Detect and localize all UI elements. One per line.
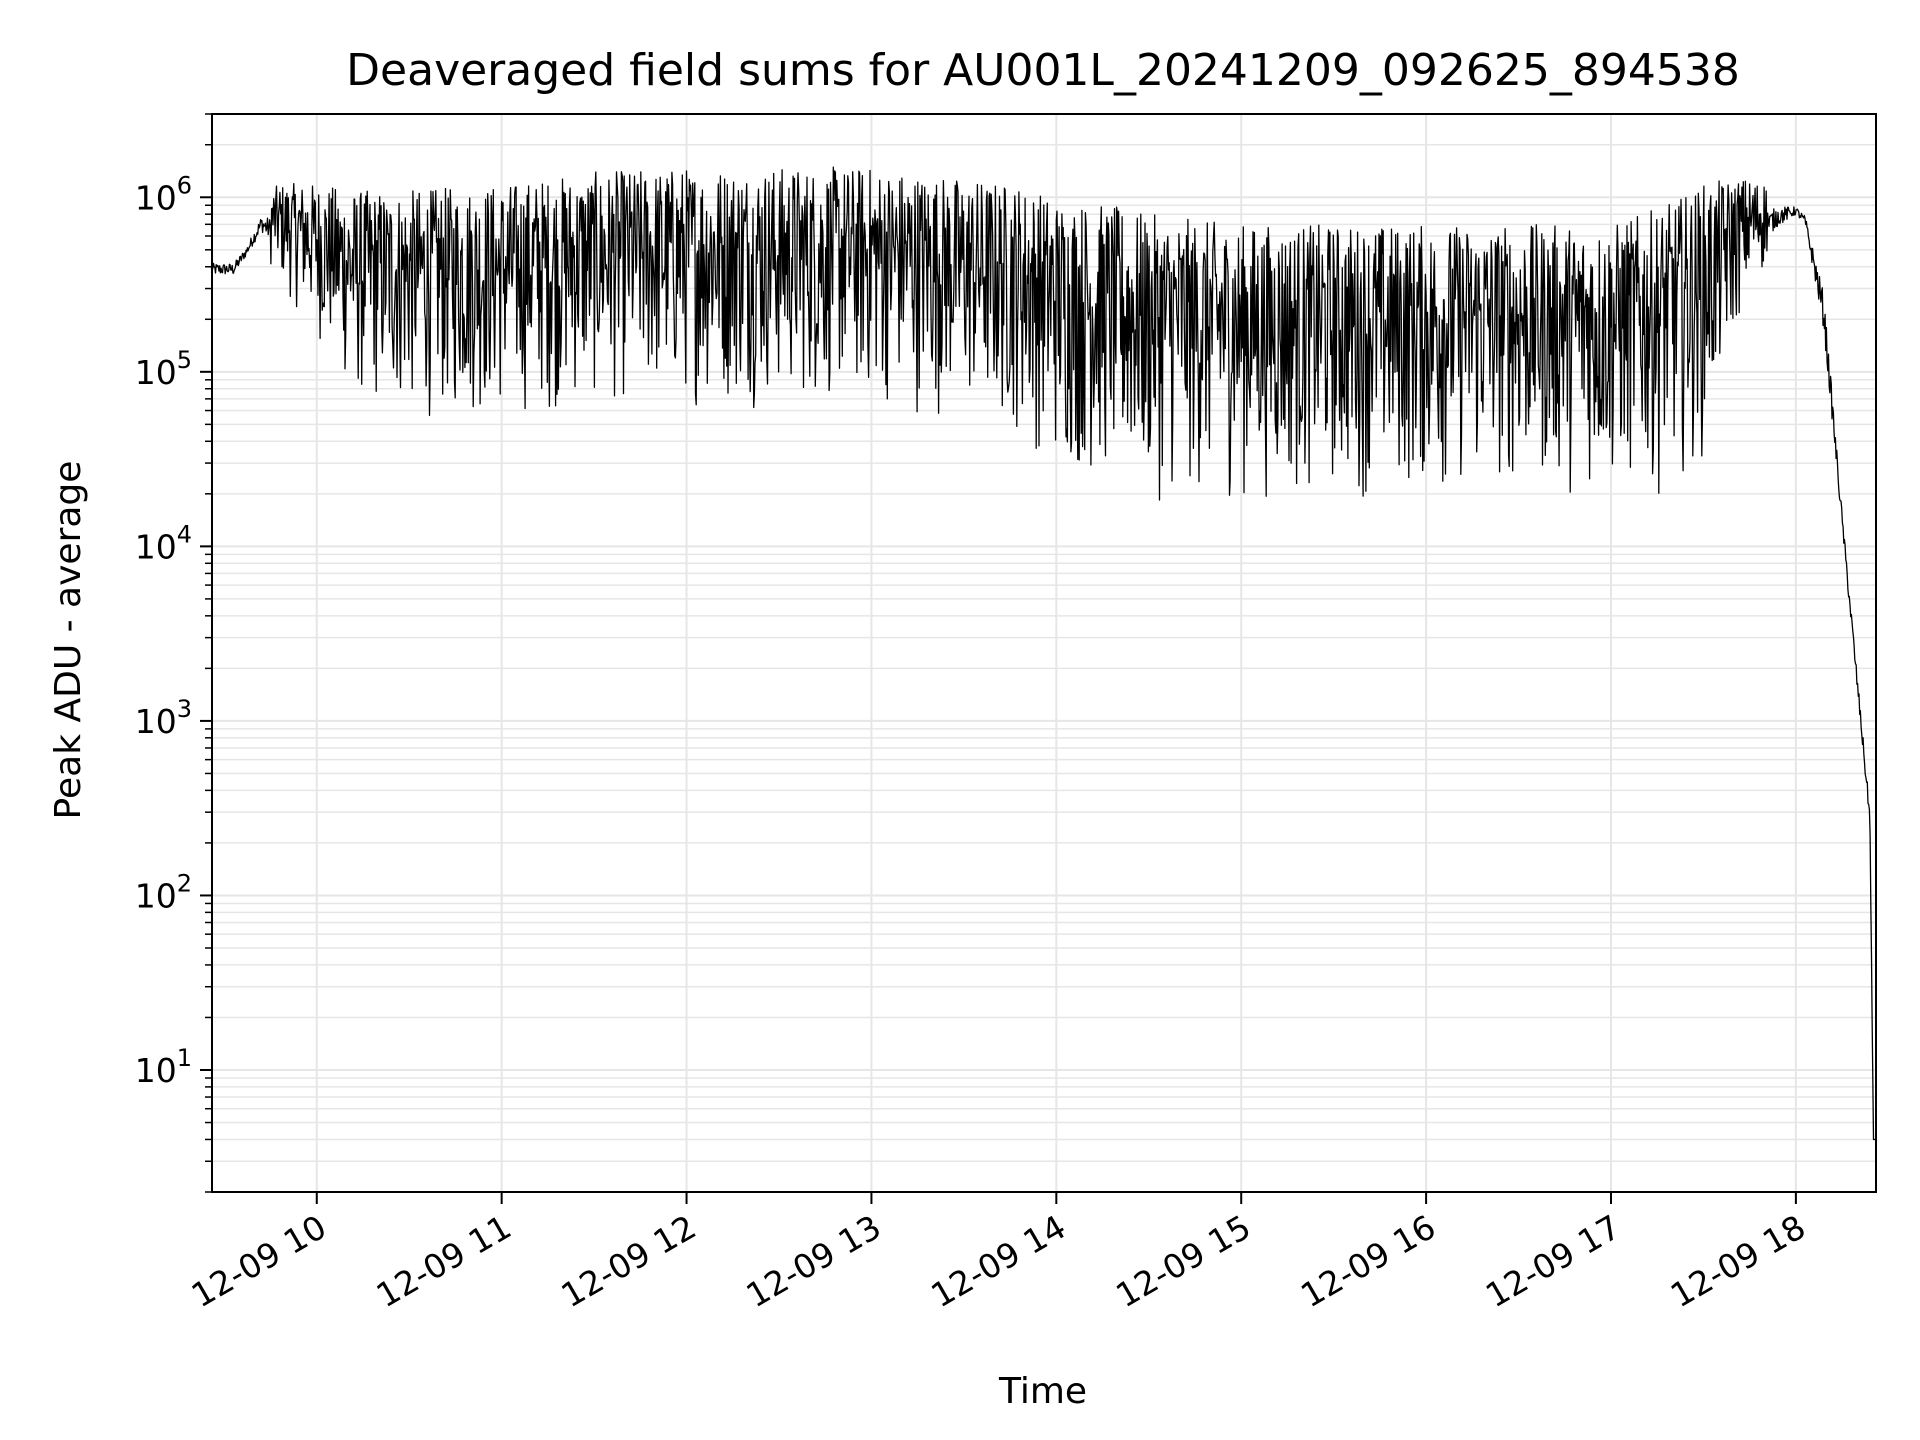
- series-line-group: [210, 166, 1876, 1141]
- x-tick-label: 12-09 16: [1294, 1207, 1442, 1315]
- x-tick-label: 12-09 12: [555, 1207, 703, 1315]
- y-tick-label: 102: [135, 869, 192, 915]
- y-tick-label: 101: [135, 1044, 192, 1090]
- x-tick-label: 12-09 17: [1479, 1207, 1627, 1315]
- x-tick-label: 12-09 14: [924, 1207, 1072, 1315]
- x-tick-label: 12-09 10: [185, 1207, 333, 1315]
- x-tick-label: 12-09 11: [370, 1207, 518, 1315]
- y-tick-label: 105: [135, 346, 192, 392]
- x-axis-label: Time: [998, 1371, 1087, 1412]
- series-line: [210, 166, 1876, 1141]
- x-tick-label: 12-09 18: [1664, 1207, 1812, 1315]
- chart-title: Deaveraged field sums for AU001L_2024120…: [346, 45, 1740, 96]
- y-tick-label: 106: [135, 171, 192, 217]
- x-ticks: 12-09 10 12-09 11 12-09 12 12-09 13 12-09 14…: [185, 1192, 1812, 1315]
- x-tick-label: 12-09 15: [1109, 1207, 1257, 1315]
- x-tick-label: 12-09 13: [739, 1207, 887, 1315]
- y-tick-label: 104: [135, 520, 192, 566]
- y-axis-label: Peak ADU - average: [48, 461, 89, 820]
- plot-frame: [211, 113, 1877, 1193]
- y-tick-label: 103: [135, 695, 192, 741]
- y-ticks: 101 102 103 104 105 106: [135, 113, 212, 1193]
